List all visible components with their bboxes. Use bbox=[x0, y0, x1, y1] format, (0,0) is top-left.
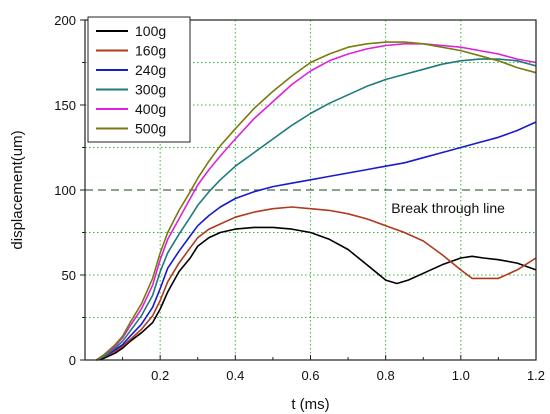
y-tick-label: 0 bbox=[69, 353, 76, 368]
series-line-300g bbox=[95, 58, 537, 361]
x-tick-label: 1.0 bbox=[452, 368, 470, 383]
series-line-500g bbox=[95, 41, 537, 361]
series-line-400g bbox=[95, 42, 537, 361]
y-tick-label: 150 bbox=[54, 98, 76, 113]
series-lines bbox=[95, 41, 537, 361]
series-line-100g bbox=[96, 226, 537, 361]
x-tick-label: 0.2 bbox=[151, 368, 169, 383]
legend-label: 300g bbox=[135, 82, 166, 98]
y-tick-label: 50 bbox=[62, 268, 76, 283]
x-tick-label: 0.4 bbox=[226, 368, 244, 383]
y-tick-label: 100 bbox=[54, 183, 76, 198]
series-line-240g bbox=[95, 121, 537, 361]
legend-label: 100g bbox=[135, 23, 166, 39]
series-line-160g bbox=[95, 206, 537, 361]
x-axis-label: t (ms) bbox=[291, 396, 329, 413]
reference-line-group: Break through line bbox=[85, 189, 536, 216]
x-tick-label: 0.6 bbox=[301, 368, 319, 383]
legend-box bbox=[87, 16, 191, 143]
axis-ticks: 0.2 0.4 0.6 0.8 1.0 1.2 0 50 100 150 200 bbox=[54, 13, 545, 383]
x-tick-label: 1.2 bbox=[527, 368, 545, 383]
legend-label: 400g bbox=[135, 101, 166, 117]
legend: 100g 160g 240g 300g 400g 500g bbox=[87, 16, 191, 143]
y-tick-label: 200 bbox=[54, 13, 76, 28]
break-through-label: Break through line bbox=[391, 200, 505, 216]
legend-label: 240g bbox=[135, 62, 166, 78]
y-axis-label: displacement(um) bbox=[9, 130, 26, 249]
x-tick-label: 0.8 bbox=[377, 368, 395, 383]
legend-label: 500g bbox=[135, 121, 166, 137]
legend-label: 160g bbox=[135, 43, 166, 59]
